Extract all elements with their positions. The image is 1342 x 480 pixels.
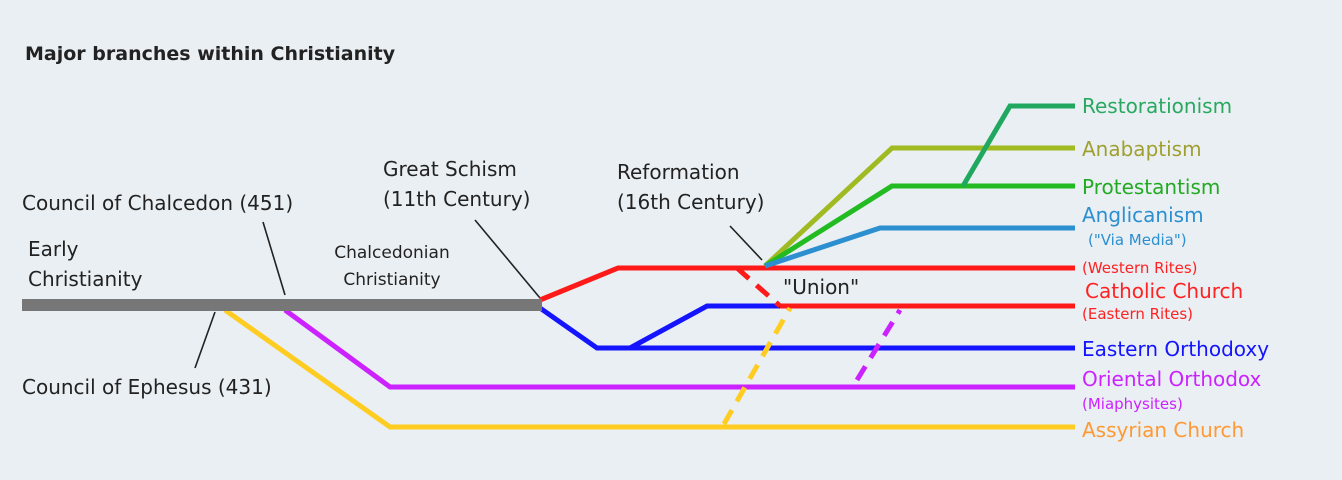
protestantism-line [763,183,1075,269]
leader-lines [194,219,763,369]
branch-label: Restorationism [1082,94,1232,118]
branch-label: Assyrian Church [1082,418,1244,442]
union-dash [721,306,793,426]
leader-line [474,219,541,299]
event-label: Great Schism [383,157,517,181]
eastern-rites-origin [628,303,780,351]
assyrian-line [223,307,1075,430]
event-label: "Union" [783,275,859,299]
branch-note: (Western Rites) [1082,259,1198,277]
branch-label: Protestantism [1082,175,1220,199]
leader-line [262,221,286,296]
branch-label: Anabaptism [1082,137,1202,161]
branch-label: Catholic Church [1085,279,1243,303]
western-line [539,265,1075,303]
leader-line [194,311,216,369]
leader-line [729,225,763,261]
restorationism-line [960,103,1075,188]
anabaptism-line [763,145,1075,268]
event-label: (11th Century) [383,187,530,211]
eastern-line [538,305,1075,351]
branch-note: (Eastern Rites) [1082,305,1193,323]
stage-label: Christianity [343,270,440,290]
branch-note: ("Via Media") [1088,231,1187,249]
stage-label: Christianity [28,267,143,291]
oriental-line [283,307,1075,390]
branch-label: Eastern Orthodoxy [1082,337,1269,361]
event-label: Reformation [617,160,740,184]
stage-label: Early [28,237,79,261]
union-dash [735,266,782,308]
branch-label: Oriental Orthodox [1082,367,1262,391]
stage-label: Chalcedonian [334,243,449,263]
branch-label: Anglicanism [1082,203,1204,227]
event-label: (16th Century) [617,190,764,214]
union-dash [854,308,903,382]
anglicanism-line [764,225,1075,269]
event-label: Council of Ephesus (431) [22,375,272,399]
branch-note: (Miaphysites) [1082,395,1183,413]
title: Major branches within Christianity [25,43,396,65]
event-label: Council of Chalcedon (451) [22,191,293,215]
